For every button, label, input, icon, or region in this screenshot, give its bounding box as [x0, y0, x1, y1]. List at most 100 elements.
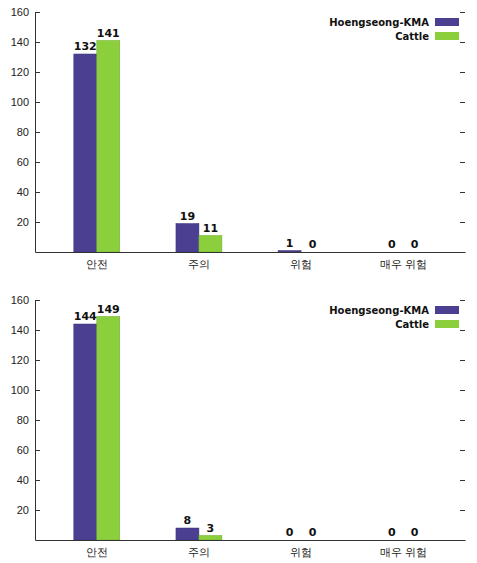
y-tick-mark-right: [460, 222, 465, 223]
legend-item: Cattle: [395, 319, 459, 330]
y-tick-right: [460, 390, 465, 391]
y-tick-label: 80: [17, 414, 29, 426]
y-tick: 40: [17, 186, 40, 198]
y-tick: 40: [17, 474, 40, 486]
y-tick-right: [460, 510, 465, 511]
y-tick-mark: [35, 192, 40, 193]
y-tick-right: [460, 480, 465, 481]
y-tick-mark-right: [460, 420, 465, 421]
bar: [403, 252, 426, 253]
x-tick-label: 매우 위험: [380, 546, 427, 558]
y-tick: 140: [11, 324, 40, 336]
bar: [176, 224, 199, 253]
data-label: 0: [388, 526, 396, 539]
y-tick-mark: [35, 222, 40, 223]
data-label: 11: [203, 222, 218, 235]
y-tick-mark-right: [460, 300, 465, 301]
x-tick-label: 안전: [86, 258, 108, 270]
y-tick-label: 140: [11, 36, 29, 48]
y-tick-label: 100: [11, 96, 29, 108]
bar: [97, 41, 120, 253]
y-tick-right: [460, 72, 465, 73]
chart-canvas: 20406080100120140160안전주의위험매우 위험132191014…: [0, 0, 477, 563]
data-label: 0: [388, 238, 396, 251]
legend: Hoengseong-KMA Cattle: [329, 17, 459, 42]
y-tick: 60: [17, 444, 40, 456]
y-axis-right: [460, 13, 465, 223]
y-tick-mark: [35, 420, 40, 421]
chart-panel: 20406080100120140160안전주의위험매우 위험144800149…: [11, 294, 466, 558]
y-tick-right: [460, 132, 465, 133]
x-tick: 위험: [290, 546, 312, 558]
y-tick-label: 40: [17, 474, 29, 486]
x-tick-label: 매우 위험: [380, 258, 427, 270]
y-tick-label: 100: [11, 384, 29, 396]
data-label: 0: [411, 526, 419, 539]
y-tick: 80: [17, 126, 40, 138]
y-tick-mark-right: [460, 42, 465, 43]
y-tick-mark: [35, 102, 40, 103]
y-tick-mark: [35, 132, 40, 133]
y-tick-right: [460, 300, 465, 301]
y-tick-mark-right: [460, 450, 465, 451]
y-tick-label: 40: [17, 186, 29, 198]
data-label: 149: [97, 303, 120, 316]
y-tick: 20: [17, 216, 40, 228]
y-tick-mark-right: [460, 72, 465, 73]
y-tick: 140: [11, 36, 40, 48]
bar: [278, 540, 301, 541]
y-tick-right: [460, 162, 465, 163]
x-axis-line: [36, 252, 466, 253]
y-tick-mark: [35, 450, 40, 451]
y-tick-mark-right: [460, 132, 465, 133]
x-tick-label: 위험: [290, 258, 312, 270]
y-tick: 120: [11, 354, 40, 366]
legend-label: Cattle: [395, 31, 429, 42]
y-tick-mark: [35, 510, 40, 511]
y-tick: 160: [11, 294, 40, 306]
bar: [74, 324, 97, 540]
x-axis-line: [36, 540, 466, 541]
y-tick-mark-right: [460, 162, 465, 163]
bars: [74, 317, 222, 541]
y-axis: 20 40 60 80 100 120 140 160: [11, 294, 40, 540]
y-tick-right: [460, 192, 465, 193]
y-tick: 160: [11, 6, 40, 18]
y-tick-right: [460, 42, 465, 43]
legend: Hoengseong-KMA Cattle: [329, 305, 459, 330]
y-tick-mark: [35, 72, 40, 73]
y-tick-mark: [35, 330, 40, 331]
bar: [97, 317, 120, 541]
bar: [199, 536, 222, 541]
y-tick-label: 140: [11, 324, 29, 336]
legend-swatch: [435, 306, 459, 314]
x-tick: 위험: [290, 258, 312, 270]
y-tick-label: 80: [17, 126, 29, 138]
legend-label: Hoengseong-KMA: [329, 305, 429, 316]
data-labels: 13219101411100: [74, 27, 419, 252]
bar: [380, 252, 403, 253]
x-axis: 안전 주의 위험 매우 위험: [36, 253, 466, 270]
x-tick: 주의: [188, 258, 210, 270]
legend-swatch: [435, 320, 459, 328]
y-tick-label: 20: [17, 504, 29, 516]
y-tick-mark: [35, 300, 40, 301]
x-tick: 매우 위험: [380, 258, 427, 270]
bar: [403, 540, 426, 541]
legend-swatch: [435, 32, 459, 40]
y-tick-label: 60: [17, 444, 29, 456]
y-tick-mark: [35, 360, 40, 361]
y-tick-right: [460, 222, 465, 223]
data-label: 0: [286, 526, 294, 539]
data-labels: 144800149300: [74, 303, 419, 540]
y-tick-mark: [35, 390, 40, 391]
y-tick-mark: [35, 480, 40, 481]
y-tick-right: [460, 12, 465, 13]
legend-label: Hoengseong-KMA: [329, 17, 429, 28]
y-axis-right: [460, 301, 465, 511]
y-tick-right: [460, 450, 465, 451]
y-tick: 20: [17, 504, 40, 516]
y-tick-mark-right: [460, 510, 465, 511]
y-tick-mark: [35, 12, 40, 13]
bars: [74, 41, 301, 253]
